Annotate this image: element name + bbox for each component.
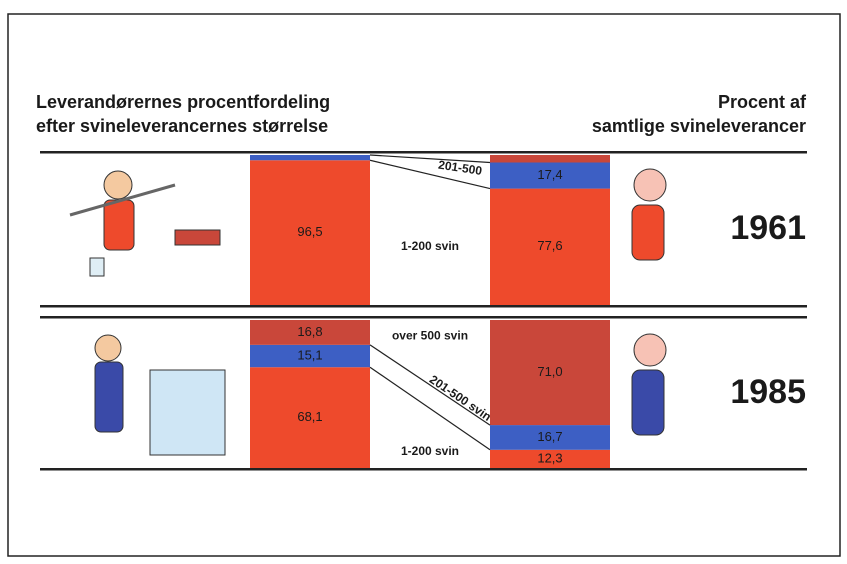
bar-segment [490, 320, 610, 426]
year-label: 1985 [730, 373, 806, 411]
connector [369, 344, 491, 426]
panel-rule [40, 316, 807, 319]
value-label: 16,7 [537, 429, 562, 444]
value-label: 71,0 [537, 364, 562, 379]
panel-rule [40, 151, 807, 154]
bar-segment [490, 425, 610, 450]
bar-segment [490, 162, 610, 189]
bar-segment [250, 155, 370, 161]
value-label: 77,6 [537, 238, 562, 253]
frame [7, 13, 841, 557]
value-label: 15,1 [297, 347, 322, 362]
bar-segment [490, 188, 610, 305]
pig-illustration [631, 168, 667, 261]
left-title: efter svineleverancernes størrelse [36, 116, 328, 136]
size-label: over 500 svin [392, 329, 468, 343]
connector [369, 159, 491, 190]
right-title: samtlige svineleverancer [592, 116, 806, 136]
size-label: 201-500 [437, 158, 483, 178]
value-label: 16,8 [297, 324, 322, 339]
value-label: 12,3 [537, 450, 562, 465]
value-label: 17,4 [537, 167, 562, 182]
farmer-illustration [69, 170, 221, 277]
panel-rule [40, 305, 807, 308]
bar-segment [490, 449, 610, 468]
value-label: 68,1 [297, 409, 322, 424]
panel-rule [40, 468, 807, 471]
size-label: 1-200 svin [401, 444, 459, 458]
worker-illustration [94, 334, 226, 456]
left-title: Leverandørernes procentfordeling [36, 92, 330, 112]
bar-segment [250, 320, 370, 345]
right-title: Procent af [718, 92, 807, 112]
value-label: 96,5 [297, 224, 322, 239]
size-label: 201-500 svin [427, 372, 494, 424]
connector [369, 154, 491, 164]
bar-segment [250, 160, 370, 305]
size-label: 1-200 svin [401, 239, 459, 253]
bar-segment [250, 367, 370, 468]
bar-segment [490, 155, 610, 163]
pig-illustration [631, 333, 667, 436]
bar-segment [250, 344, 370, 368]
year-label: 1961 [730, 209, 806, 247]
connector [369, 366, 491, 451]
